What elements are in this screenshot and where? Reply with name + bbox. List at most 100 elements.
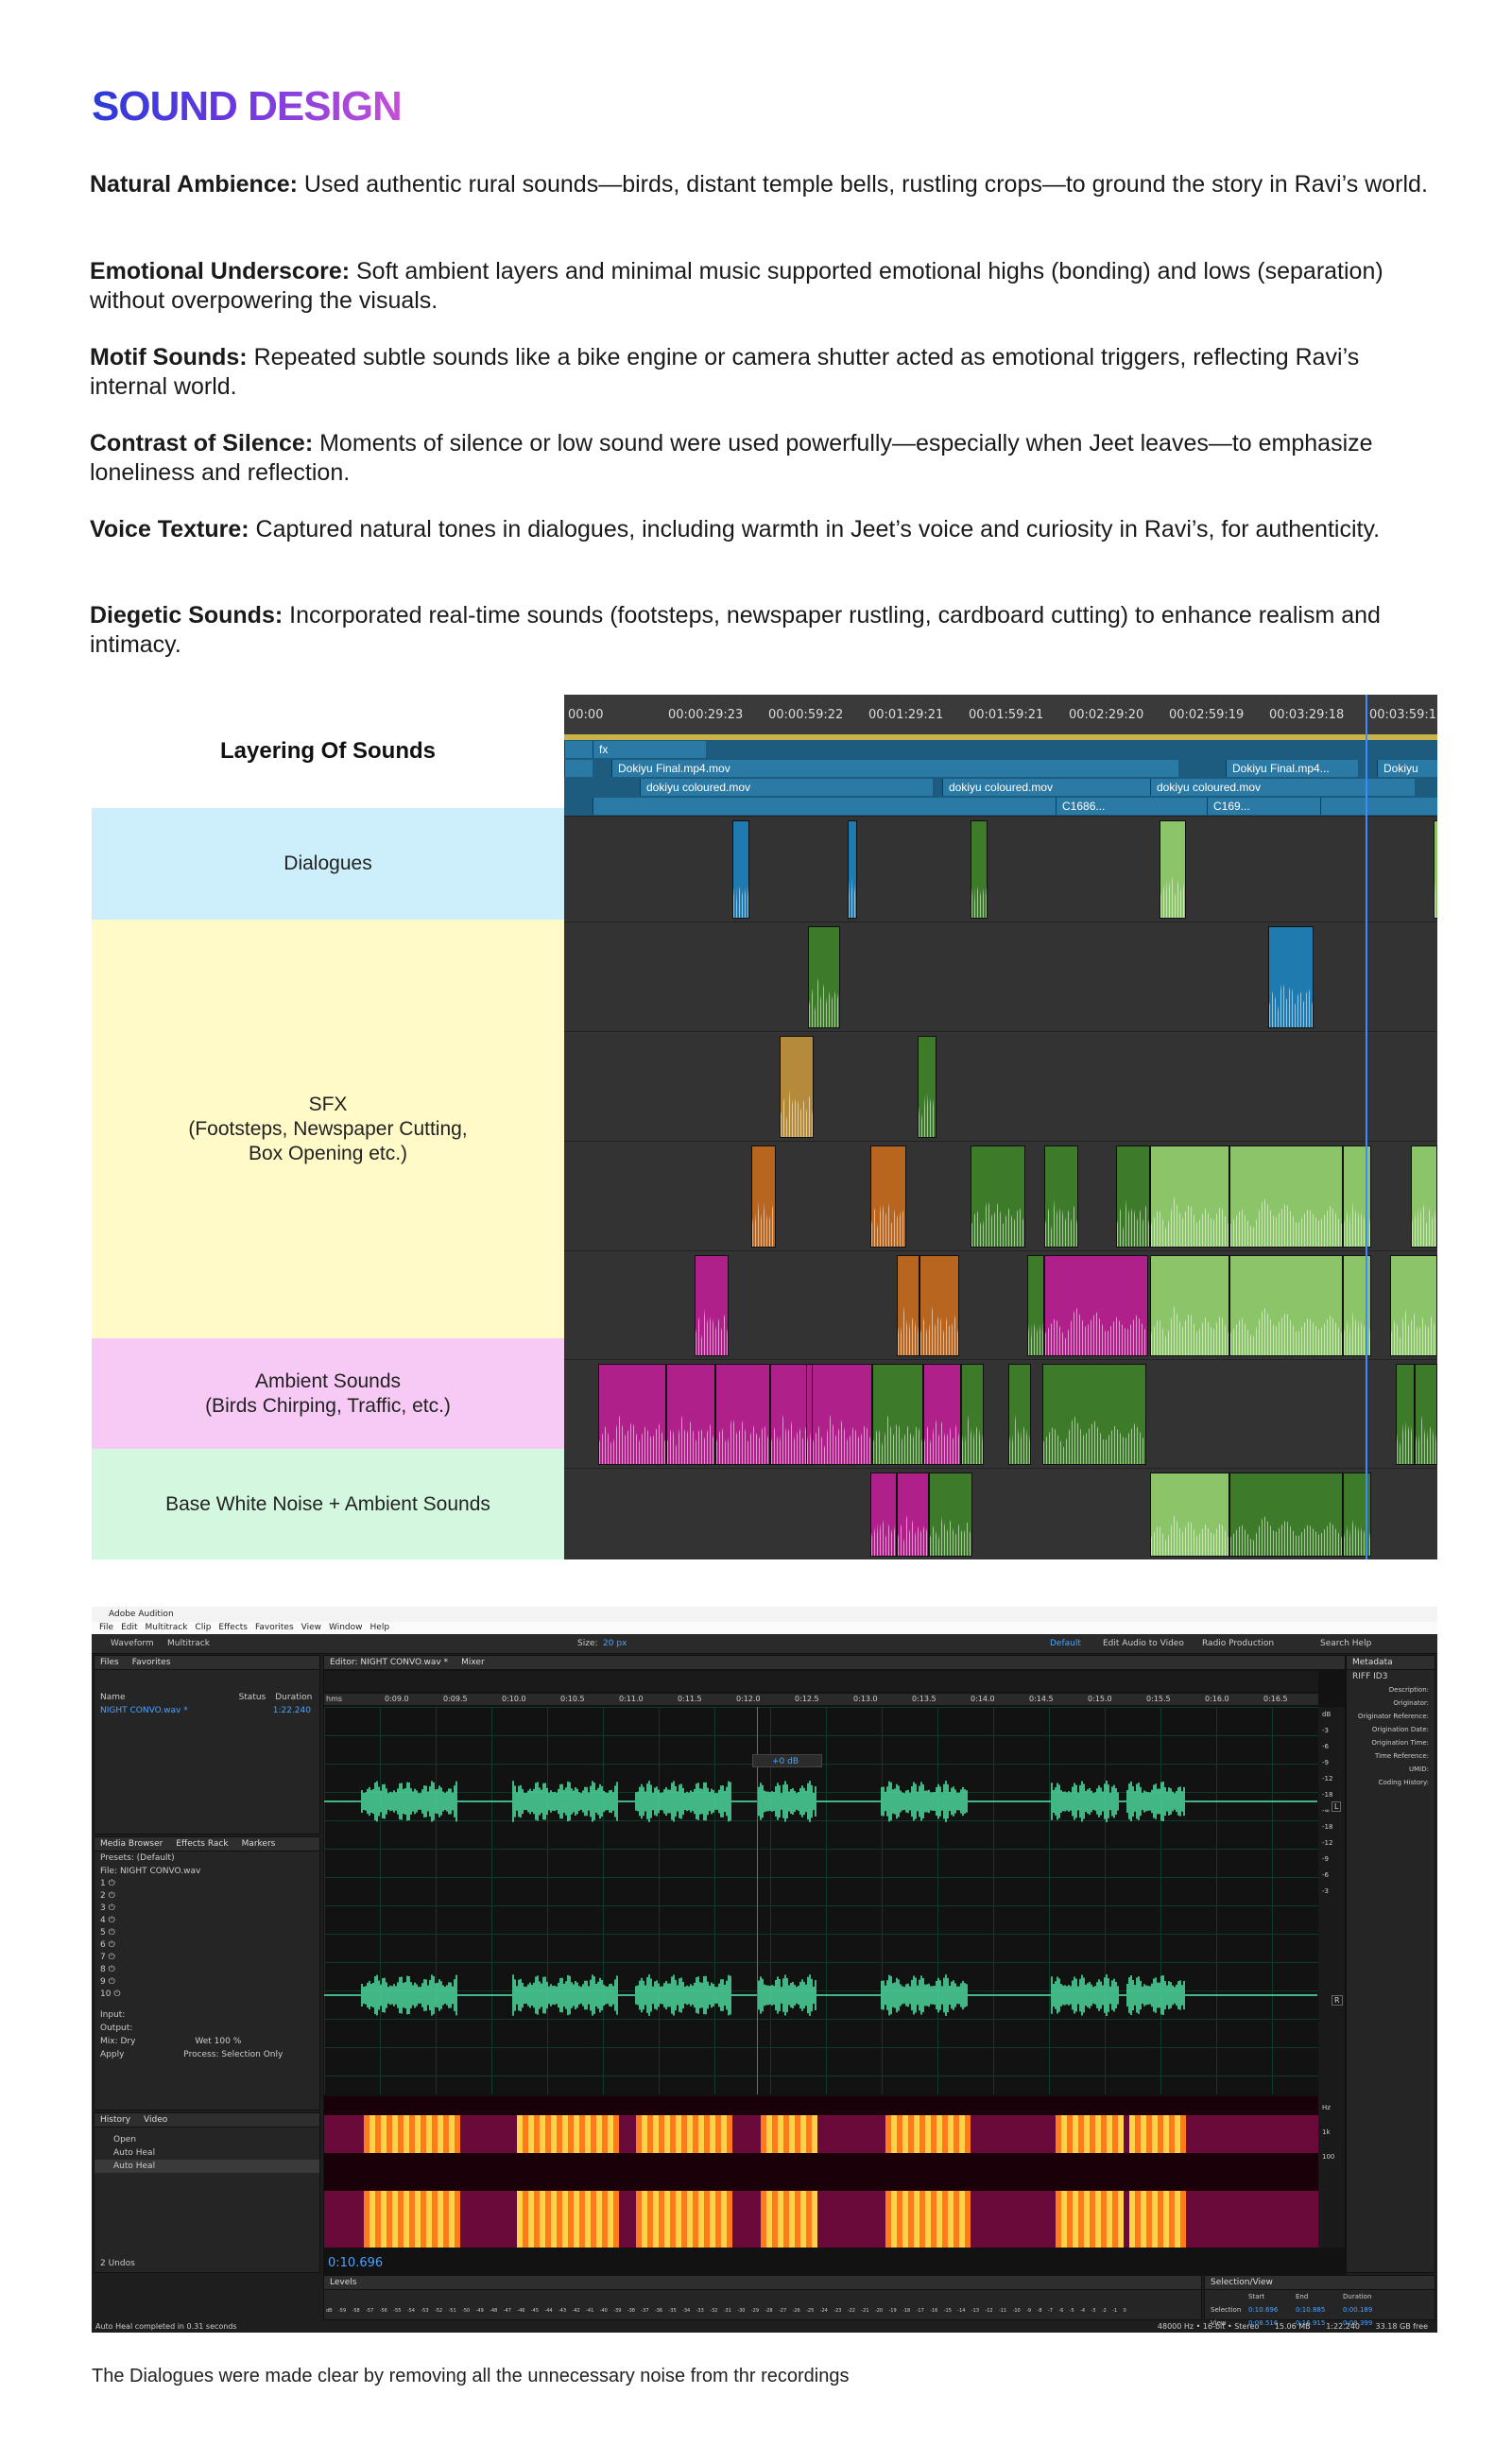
spectral-display[interactable] — [324, 2096, 1322, 2248]
audio-clip[interactable] — [780, 1036, 814, 1138]
tab-video[interactable]: Video — [144, 2115, 168, 2125]
selection-time-value[interactable]: 0:00.189 — [1343, 2306, 1373, 2314]
file-name[interactable]: NIGHT CONVO.wav * — [100, 1706, 188, 1715]
tab-effects-rack[interactable]: Effects Rack — [176, 1839, 229, 1849]
selection-time-value[interactable]: 0:08.516 — [1248, 2319, 1279, 2327]
audio-clip[interactable] — [1434, 820, 1437, 919]
audio-clip[interactable] — [1008, 1364, 1031, 1465]
video-clip[interactable] — [593, 798, 1065, 815]
effect-slot[interactable]: 5 ⏻ — [100, 1928, 115, 1938]
menu-item[interactable]: File — [99, 1623, 114, 1632]
workspace-radio[interactable]: Radio Production — [1202, 1639, 1275, 1648]
menu-item[interactable]: Multitrack — [145, 1623, 188, 1632]
channel-label[interactable]: L — [1332, 1801, 1342, 1812]
tab-favorites[interactable]: Favorites — [131, 1658, 171, 1667]
effect-slot[interactable]: 2 ⏻ — [100, 1891, 115, 1901]
video-clip[interactable]: dokiyu coloured.mov — [640, 779, 933, 796]
audio-clip[interactable] — [1390, 1255, 1437, 1356]
audio-clip[interactable] — [848, 820, 857, 919]
audio-clip[interactable] — [971, 1145, 1025, 1248]
effect-slot[interactable]: 4 ⏻ — [100, 1916, 115, 1925]
audio-clip[interactable] — [929, 1473, 972, 1557]
audio-clip[interactable] — [1411, 1145, 1437, 1248]
audio-clip[interactable] — [1396, 1364, 1415, 1465]
selection-time-value[interactable]: 0:16.915 — [1296, 2319, 1326, 2327]
video-clip[interactable] — [1320, 798, 1437, 815]
tab-editor[interactable]: Editor: NIGHT CONVO.wav * — [330, 1658, 449, 1667]
channel-label[interactable]: R — [1332, 1995, 1343, 2006]
tab-markers[interactable]: Markers — [241, 1839, 276, 1849]
audio-clip[interactable] — [1150, 1255, 1229, 1356]
audio-clip[interactable] — [1415, 1364, 1437, 1465]
video-clip[interactable]: fx — [593, 741, 706, 758]
search-help-input[interactable]: Search Help — [1320, 1639, 1372, 1648]
overview-strip[interactable] — [324, 1671, 1318, 1692]
process-select[interactable]: Selection Only — [221, 2050, 284, 2059]
effect-slot[interactable]: 6 ⏻ — [100, 1940, 115, 1950]
audio-clip[interactable] — [808, 926, 840, 1028]
audio-clip[interactable] — [812, 1364, 872, 1465]
selection-time-value[interactable]: 0:10.696 — [1248, 2306, 1279, 2314]
video-clip[interactable] — [564, 741, 593, 758]
tab-media-browser[interactable]: Media Browser — [100, 1839, 163, 1849]
audio-clip[interactable] — [897, 1255, 919, 1356]
audio-clip[interactable] — [897, 1473, 929, 1557]
audio-clip[interactable] — [666, 1364, 715, 1465]
audio-clip[interactable] — [923, 1364, 961, 1465]
menu-item[interactable]: Edit — [121, 1623, 138, 1632]
tab-files[interactable]: Files — [100, 1658, 119, 1667]
waveform-button[interactable]: Waveform — [111, 1639, 154, 1648]
audio-clip[interactable] — [695, 1255, 729, 1356]
video-clip[interactable] — [564, 760, 593, 777]
audio-clip[interactable] — [1042, 1364, 1146, 1465]
effect-slot[interactable]: 7 ⏻ — [100, 1953, 115, 1962]
selection-time-value[interactable]: 0:10.885 — [1296, 2306, 1326, 2314]
menu-item[interactable]: View — [301, 1623, 322, 1632]
tab-id3[interactable]: ID3 — [1373, 1672, 1388, 1681]
audio-clip[interactable] — [1160, 820, 1186, 919]
waveform-area[interactable]: +0 dB — [324, 1707, 1318, 2094]
audio-clip[interactable] — [872, 1364, 923, 1465]
tab-riff[interactable]: RIFF — [1352, 1672, 1371, 1681]
timeline-ruler[interactable]: 00:00 00:00:29:23 00:00:59:22 00:01:29:21 00… — [564, 695, 1437, 740]
effect-slot[interactable]: 1 ⏻ — [100, 1879, 115, 1888]
effect-slot[interactable]: 10 ⏻ — [100, 1990, 121, 1999]
video-clip[interactable]: Dokiyu Final.mp4... — [1226, 760, 1358, 777]
audio-clip[interactable] — [1229, 1255, 1343, 1356]
menu-item[interactable]: Favorites — [255, 1623, 294, 1632]
menu-item[interactable]: Window — [329, 1623, 363, 1632]
audio-clip[interactable] — [1229, 1473, 1343, 1557]
audio-clip[interactable] — [751, 1145, 776, 1248]
audio-clip[interactable] — [1229, 1145, 1343, 1248]
audio-clip[interactable] — [598, 1364, 666, 1465]
time-ruler[interactable]: hms 0:09.0 0:09.5 0:10.0 0:10.5 0:11.0 0:11.5 0… — [324, 1694, 1318, 1705]
waveform-editor[interactable]: Editor: NIGHT CONVO.wav * Mixer hms 0:09.0… — [323, 1655, 1346, 2275]
audio-clip[interactable] — [1150, 1473, 1229, 1557]
history-item[interactable]: Auto Heal — [94, 2160, 319, 2173]
premiere-timeline[interactable]: 00:00 00:00:29:23 00:00:59:22 00:01:29:21 00… — [564, 695, 1437, 1559]
audio-clip[interactable] — [732, 820, 749, 919]
effect-slot[interactable]: 9 ⏻ — [100, 1977, 115, 1987]
selection-time-value[interactable]: 0:08.399 — [1343, 2319, 1373, 2327]
video-clip[interactable]: dokiyu coloured.mov — [942, 779, 1188, 796]
menu-item[interactable]: Effects — [218, 1623, 248, 1632]
effect-slot[interactable]: 8 ⏻ — [100, 1965, 115, 1974]
size-value[interactable]: 20 px — [603, 1639, 627, 1648]
audio-clip[interactable] — [1116, 1145, 1150, 1248]
presets-select[interactable]: (Default) — [136, 1853, 175, 1863]
audio-clip[interactable] — [770, 1364, 812, 1465]
menu-item[interactable]: Help — [369, 1623, 390, 1632]
video-clip[interactable]: C169... — [1207, 798, 1320, 815]
effect-slot[interactable]: 3 ⏻ — [100, 1903, 115, 1913]
tab-history[interactable]: History — [100, 2115, 131, 2125]
menu-item[interactable]: Clip — [195, 1623, 212, 1632]
audio-clip[interactable] — [1044, 1255, 1148, 1356]
timeline-playhead[interactable] — [1366, 695, 1367, 1559]
video-clip[interactable]: Dokiyu Final.mp4.mov — [611, 760, 1178, 777]
audio-clip[interactable] — [918, 1036, 936, 1138]
video-clip[interactable]: dokiyu coloured.mov — [1150, 779, 1415, 796]
audio-clip[interactable] — [870, 1473, 897, 1557]
apply-button[interactable]: Apply — [100, 2050, 125, 2059]
audio-clip[interactable] — [971, 820, 988, 919]
audio-clip[interactable] — [870, 1145, 906, 1248]
